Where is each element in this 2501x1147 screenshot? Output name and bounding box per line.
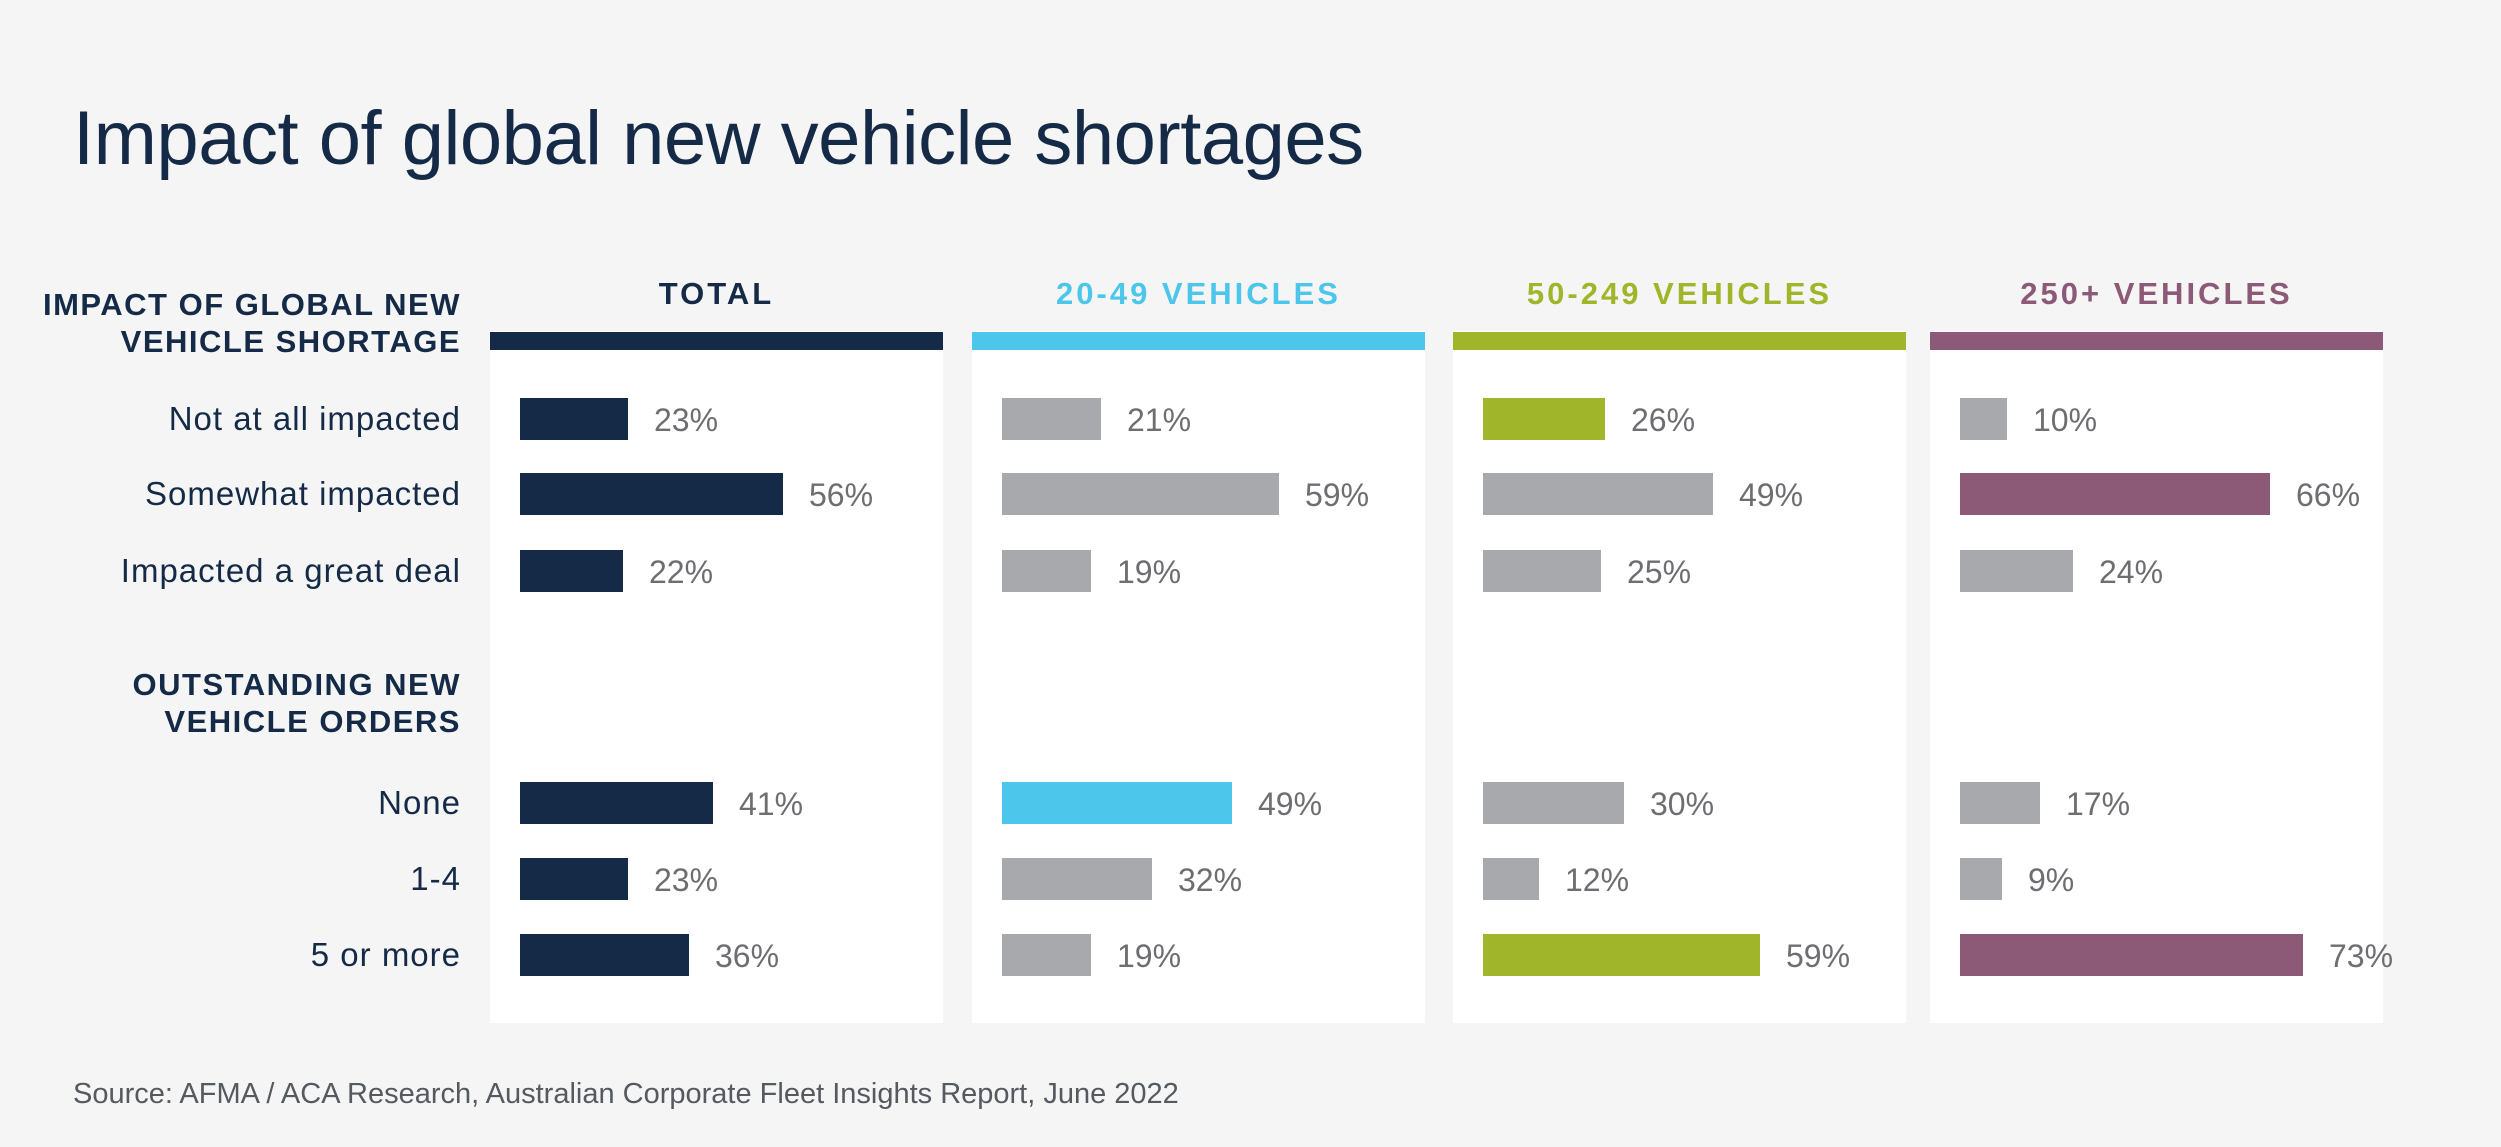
data-label: 22%: [649, 554, 714, 590]
series-color-strip: [1453, 332, 1906, 350]
data-label: 25%: [1627, 554, 1692, 590]
data-label: 9%: [2028, 862, 2075, 898]
data-label: 24%: [2099, 554, 2164, 590]
bar: [520, 782, 713, 824]
bar: [1960, 858, 2002, 900]
bar: [1002, 473, 1279, 515]
data-label: 23%: [654, 862, 719, 898]
data-label: 73%: [2329, 938, 2394, 974]
bar: [520, 858, 628, 900]
data-label: 21%: [1127, 402, 1192, 438]
series-panel: [1930, 331, 2383, 1023]
data-label: 49%: [1739, 477, 1804, 513]
data-label: 59%: [1305, 477, 1370, 513]
bar: [1002, 858, 1152, 900]
row-label: Somewhat impacted: [145, 475, 461, 512]
series-panel: [1453, 331, 1906, 1023]
bar: [1483, 398, 1605, 440]
series-header: 20-49 VEHICLES: [1056, 276, 1341, 311]
data-label: 56%: [809, 477, 874, 513]
bar: [1960, 550, 2073, 592]
section-heading-line: IMPACT OF GLOBAL NEW: [42, 287, 461, 322]
data-label: 66%: [2296, 477, 2361, 513]
row-label: 1-4: [410, 860, 461, 897]
row-label: 5 or more: [310, 936, 461, 973]
section-heading: OUTSTANDING NEW VEHICLE ORDERS: [21, 666, 461, 740]
bar: [1483, 473, 1713, 515]
series-panel: [490, 331, 943, 1023]
section-heading-line: OUTSTANDING NEW: [132, 667, 461, 702]
data-label: 12%: [1565, 862, 1630, 898]
bar: [1483, 858, 1539, 900]
series-header: 50-249 VEHICLES: [1526, 276, 1833, 311]
data-label: 41%: [739, 786, 804, 822]
bar: [1002, 782, 1232, 824]
bar: [1483, 934, 1760, 976]
bar: [1483, 782, 1624, 824]
series-color-strip: [490, 332, 943, 350]
data-label: 32%: [1178, 862, 1243, 898]
bar: [520, 473, 783, 515]
series-color-strip: [972, 332, 1425, 350]
bar: [520, 398, 628, 440]
bar: [1002, 934, 1091, 976]
row-label: Impacted a great deal: [120, 552, 461, 589]
section-heading-line: VEHICLE ORDERS: [164, 704, 461, 739]
row-label: None: [378, 784, 461, 821]
series-header: 250+ VEHICLES: [2020, 276, 2293, 311]
data-label: 19%: [1117, 938, 1182, 974]
bar: [1002, 398, 1101, 440]
chart-title: Impact of global new vehicle shortages: [73, 96, 1364, 181]
data-label: 36%: [715, 938, 780, 974]
data-label: 59%: [1786, 938, 1851, 974]
data-label: 17%: [2066, 786, 2131, 822]
data-label: 10%: [2033, 402, 2098, 438]
section-heading-line: VEHICLE SHORTAGE: [120, 324, 461, 359]
series-header: TOTAL: [658, 276, 775, 311]
bar: [1960, 782, 2040, 824]
series-panel: [972, 331, 1425, 1023]
bar: [520, 550, 623, 592]
data-label: 49%: [1258, 786, 1323, 822]
bar: [1960, 398, 2007, 440]
bar: [1483, 550, 1601, 592]
data-label: 23%: [654, 402, 719, 438]
bar: [1960, 473, 2270, 515]
source-note: Source: AFMA / ACA Research, Australian …: [73, 1078, 1179, 1110]
series-color-strip: [1930, 332, 2383, 350]
data-label: 19%: [1117, 554, 1182, 590]
data-label: 26%: [1631, 402, 1696, 438]
bar: [1002, 550, 1091, 592]
data-label: 30%: [1650, 786, 1715, 822]
bar: [1960, 934, 2303, 976]
row-label: Not at all impacted: [168, 400, 461, 437]
section-heading: IMPACT OF GLOBAL NEW VEHICLE SHORTAGE: [21, 286, 461, 360]
bar: [520, 934, 689, 976]
